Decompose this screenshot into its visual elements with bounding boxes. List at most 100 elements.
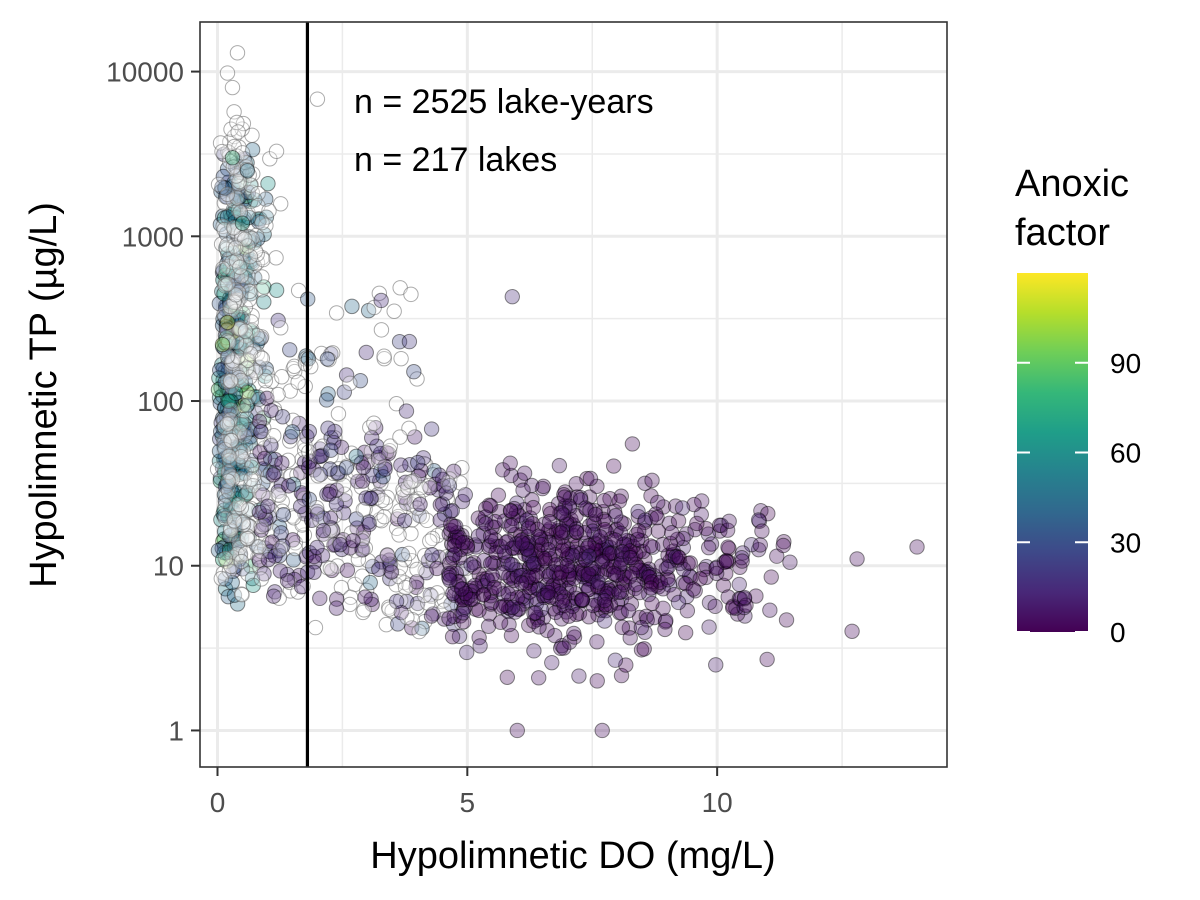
data-point <box>443 565 460 581</box>
data-point <box>453 581 470 597</box>
data-point <box>424 530 441 547</box>
data-point <box>598 602 614 619</box>
data-point <box>595 503 611 520</box>
data-point <box>217 189 234 205</box>
data-point <box>508 504 525 520</box>
data-point <box>518 572 535 588</box>
data-point <box>579 540 595 556</box>
data-point <box>468 539 484 555</box>
data-point <box>239 163 256 179</box>
data-point <box>643 576 660 592</box>
data-point <box>561 567 577 583</box>
data-point <box>602 597 619 613</box>
data-point <box>497 548 513 564</box>
data-point <box>562 490 578 506</box>
data-point <box>423 421 440 437</box>
data-point <box>310 468 326 484</box>
data-point <box>441 570 457 586</box>
data-point <box>553 505 570 521</box>
data-point <box>439 549 455 565</box>
data-point <box>429 560 445 577</box>
data-point <box>628 559 645 575</box>
data-point <box>318 392 335 408</box>
data-point <box>671 549 687 566</box>
data-point <box>540 584 556 601</box>
data-point <box>321 486 337 502</box>
data-point <box>365 467 381 484</box>
data-point <box>355 530 371 547</box>
data-point <box>586 592 603 608</box>
major-gridlines <box>200 22 947 767</box>
data-point <box>678 588 695 605</box>
data-point <box>472 638 488 654</box>
data-point <box>257 372 274 389</box>
data-point <box>511 562 528 578</box>
data-point <box>217 550 234 567</box>
data-point <box>339 458 355 474</box>
data-point <box>678 576 694 592</box>
data-point <box>228 168 245 184</box>
data-point <box>538 531 554 547</box>
data-point <box>628 546 644 562</box>
data-point <box>440 492 456 509</box>
data-point <box>570 564 586 580</box>
data-point <box>453 597 470 614</box>
data-point <box>267 457 283 474</box>
data-point <box>762 602 778 618</box>
data-point <box>523 543 539 559</box>
data-point <box>556 597 572 614</box>
data-point <box>541 514 558 530</box>
data-point <box>637 624 653 641</box>
data-point <box>618 657 634 673</box>
data-point <box>644 574 660 590</box>
data-point <box>585 546 601 562</box>
data-point <box>629 531 646 548</box>
data-point <box>455 605 471 621</box>
data-point <box>606 559 622 575</box>
data-point <box>555 542 571 558</box>
data-point <box>521 547 537 564</box>
data-point <box>698 569 714 586</box>
data-point <box>574 592 591 609</box>
data-point <box>604 586 620 602</box>
data-point <box>232 259 248 275</box>
data-point <box>575 551 591 568</box>
data-point <box>251 483 267 500</box>
data-point <box>549 565 565 581</box>
data-point <box>285 476 302 493</box>
data-point <box>499 554 516 570</box>
data-point <box>489 538 505 555</box>
data-point <box>266 427 282 444</box>
data-point <box>487 555 503 572</box>
data-point <box>253 518 269 535</box>
data-point <box>534 480 551 497</box>
data-point <box>579 545 595 561</box>
data-point <box>253 522 269 538</box>
data-point <box>230 284 247 301</box>
data-point <box>511 601 527 617</box>
data-point <box>488 544 504 561</box>
data-point <box>594 541 610 557</box>
data-point <box>331 533 348 550</box>
data-point <box>455 614 472 630</box>
data-point <box>487 513 503 530</box>
data-point <box>529 581 546 597</box>
data-point <box>504 288 520 305</box>
data-point <box>588 542 604 558</box>
data-point <box>348 448 364 465</box>
data-point <box>224 150 241 166</box>
data-point <box>401 545 417 562</box>
data-point <box>217 510 233 527</box>
data-point <box>476 586 492 602</box>
data-point <box>273 525 289 541</box>
data-point <box>679 603 696 619</box>
data-point <box>561 548 577 564</box>
data-point <box>231 496 247 513</box>
data-point <box>217 581 234 597</box>
data-point <box>594 554 610 570</box>
x-tick-label: 10 <box>702 787 733 818</box>
data-point <box>261 203 277 219</box>
data-point <box>274 369 290 385</box>
data-point <box>537 553 553 569</box>
data-point <box>675 539 692 556</box>
